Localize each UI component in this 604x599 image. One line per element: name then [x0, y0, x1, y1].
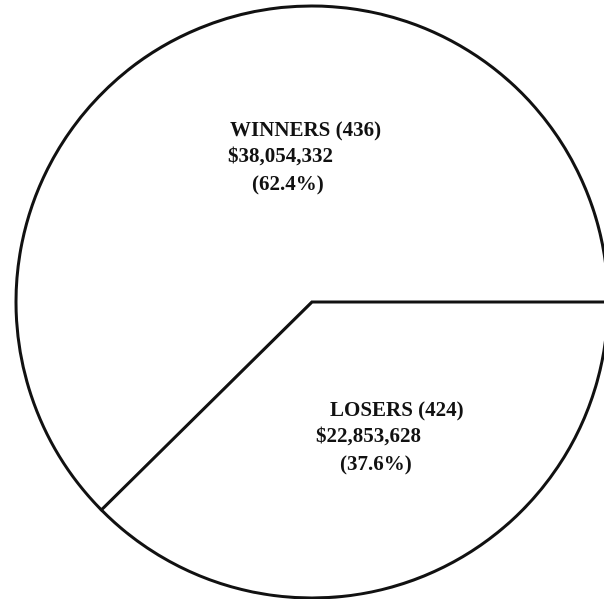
value-label: (62.4%) — [252, 171, 324, 195]
pie-slice — [14, 4, 604, 513]
amount-label: $38,054,332 — [228, 143, 333, 167]
slice-label: LOSERS (424) — [330, 397, 464, 421]
value-label: (37.6%) — [340, 451, 412, 475]
amount-label: $22,853,628 — [316, 423, 421, 447]
pie-slice — [99, 300, 604, 599]
slice-label: WINNERS (436) — [230, 117, 381, 141]
